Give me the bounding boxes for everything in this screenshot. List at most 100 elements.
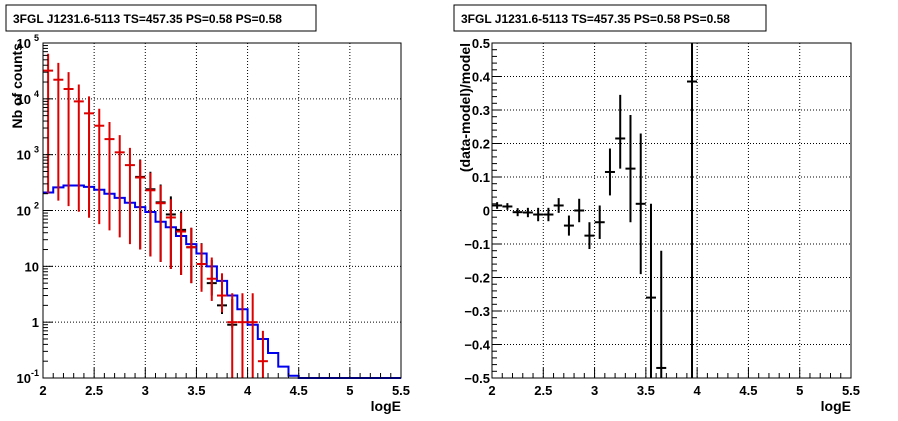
y-tick-exponent: 5 [34, 33, 39, 43]
y-tick-exponent: 3 [34, 145, 39, 155]
residual-point [594, 205, 605, 239]
chart-title: 3FGL J1231.6-5113 TS=457.35 PS=0.58 PS=0… [461, 12, 730, 26]
residual-point [635, 133, 646, 275]
y-tick-label: 10 [17, 204, 31, 219]
y-tick-label: 1 [32, 315, 39, 330]
x-tick-label: 5 [346, 383, 353, 398]
x-tick-label: 3.5 [187, 383, 205, 398]
y-tick-label: 0.2 [472, 137, 490, 152]
y-tick-label: −0.1 [464, 237, 490, 252]
grid [43, 43, 401, 378]
residual-point [502, 203, 513, 210]
x-tick-label: 5.5 [842, 383, 860, 398]
x-tick-label: 2 [39, 383, 46, 398]
x-axis-label: logE [821, 398, 851, 414]
residual-point [645, 203, 656, 378]
residual-panel: 3FGL J1231.6-5113 TS=457.35 PS=0.58 PS=0… [453, 4, 860, 414]
red-data-point [114, 135, 125, 238]
residual-point [604, 148, 615, 196]
residual-point [584, 222, 595, 250]
y-tick-exponent: 2 [34, 201, 39, 211]
y-tick-label: −0.4 [464, 338, 490, 353]
title-box [453, 4, 767, 32]
residual-point [512, 208, 523, 217]
red-data-point [206, 257, 217, 301]
red-data-point [145, 172, 156, 257]
red-data-point [73, 84, 84, 212]
red-data-point [94, 108, 105, 225]
y-tick-label: 10 [17, 148, 31, 163]
x-tick-label: 5.5 [392, 383, 410, 398]
red-data-point [227, 293, 238, 378]
y-tick-label: 0.5 [472, 36, 490, 51]
red-data-point [196, 243, 207, 292]
red-data-point [257, 330, 268, 378]
x-tick-label: 4 [694, 383, 702, 398]
y-tick-label: 10 [25, 259, 39, 274]
red-data-point [63, 72, 74, 207]
axis-ticks [491, 42, 852, 379]
y-tick-label: 10 [17, 36, 31, 51]
y-tick-label: −0.2 [464, 271, 490, 286]
y-tick-exponent: -1 [31, 368, 39, 378]
residual-point [492, 202, 503, 209]
x-tick-label: 2 [488, 383, 495, 398]
x-tick-label: 4 [244, 383, 252, 398]
residual-point [574, 198, 585, 223]
red-data-point [135, 160, 146, 250]
red-data-point [217, 273, 227, 313]
plot-frame [491, 42, 852, 379]
grid [492, 43, 851, 378]
red-data-point [186, 227, 197, 284]
x-tick-label: 4.5 [290, 383, 308, 398]
y-axis-label: Nb of counts [9, 43, 25, 129]
x-tick-label: 3 [591, 383, 598, 398]
x-tick-label: 5 [796, 383, 803, 398]
y-axis-label: (data-model)/model [457, 43, 473, 172]
red-data-point [247, 293, 258, 378]
residual-points [492, 43, 698, 378]
x-axis-label: logE [371, 398, 401, 414]
x-tick-label: 3.5 [637, 383, 655, 398]
y-tick-exponent: 4 [34, 89, 39, 99]
red-data-point [43, 53, 54, 194]
data-points [43, 53, 268, 378]
x-tick-label: 4.5 [739, 383, 757, 398]
title-box [5, 4, 317, 32]
y-tick-label: 0.4 [472, 70, 491, 85]
residual-point [563, 215, 574, 236]
x-tick-labels: 2 2.5 3 3.5 4 4.5 5 5.5 [39, 383, 410, 398]
y-tick-label: 10 [17, 92, 31, 107]
chart-title: 3FGL J1231.6-5113 TS=457.35 PS=0.58 PS=0… [13, 12, 282, 26]
residual-point [615, 94, 626, 169]
residual-point [656, 250, 667, 378]
y-tick-label: 0.1 [472, 170, 490, 185]
red-data-point [237, 293, 248, 378]
red-data-point [124, 147, 135, 245]
red-data-point [104, 122, 115, 231]
residual-point [522, 207, 533, 218]
red-data-point [84, 96, 95, 218]
red-data-point [165, 199, 176, 269]
red-data-point [176, 212, 187, 275]
x-tick-label: 2.5 [534, 383, 552, 398]
residual-point [687, 43, 698, 378]
residual-point [533, 207, 544, 222]
y-tick-label: 0 [483, 204, 490, 219]
x-tick-labels: 2 2.5 3 3.5 4 4.5 5 5.5 [488, 383, 860, 398]
x-tick-label: 3 [142, 383, 149, 398]
residual-point [625, 115, 636, 223]
y-tick-label: 10 [17, 371, 31, 386]
residual-point [553, 198, 564, 213]
y-tick-labels: −0.5 −0.4 −0.3 −0.2 −0.1 0 0.1 0.2 0.3 0.4 0.5 [464, 36, 490, 386]
red-data-point [155, 185, 166, 262]
axis-ticks [42, 42, 402, 379]
counts-panel: 3FGL J1231.6-5113 TS=457.35 PS=0.58 PS=0… [5, 4, 410, 414]
y-tick-label: −0.3 [464, 304, 490, 319]
red-data-point [53, 62, 64, 201]
residual-point [543, 207, 554, 222]
y-tick-label: −0.5 [464, 371, 490, 386]
plot-frame [42, 42, 402, 379]
